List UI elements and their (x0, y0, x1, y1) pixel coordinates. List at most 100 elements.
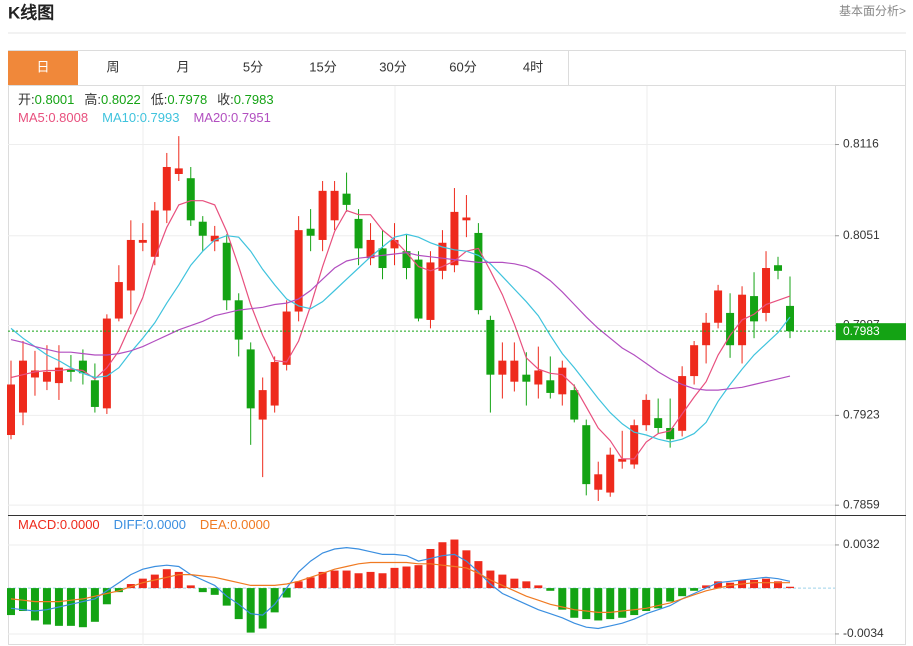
ohlc-value: 0.8001 (35, 92, 75, 107)
tab-label[interactable]: 周 (106, 59, 119, 74)
macd-bar (258, 588, 267, 629)
candle-body (402, 251, 411, 269)
ohlc-label: 低: (151, 92, 168, 107)
macd-bar (750, 580, 759, 589)
candle-body (114, 282, 123, 319)
ma-line (10, 233, 791, 443)
tab[interactable] (428, 51, 498, 85)
candle-body (546, 380, 555, 393)
candle-body (282, 311, 291, 365)
tab[interactable] (358, 51, 428, 85)
tab-label[interactable]: 15分 (309, 59, 336, 74)
tab-label[interactable]: 月 (176, 59, 189, 74)
tab-label[interactable]: 日 (36, 59, 49, 74)
candle-body (690, 345, 699, 377)
macd-bar (414, 565, 423, 589)
candle-body (198, 221, 207, 236)
ohlc-value: 0.7978 (167, 92, 207, 107)
tab[interactable] (288, 51, 358, 85)
macd-bar (90, 588, 99, 622)
macd-bar (102, 588, 111, 605)
candle-body (342, 193, 351, 205)
macd-bar (774, 581, 783, 589)
macd-bar (30, 588, 39, 621)
macd-bar (306, 577, 315, 589)
candle-body (570, 390, 579, 420)
tab-label[interactable]: 4时 (523, 59, 543, 74)
macd-bar (522, 581, 531, 589)
candle-body (90, 380, 99, 407)
plot: 0.78590.79230.79870.80510.81160.7983开:0.… (7, 92, 906, 640)
macd-bar (546, 588, 555, 591)
ohlc-label: 开: (18, 92, 35, 107)
candle-body (222, 242, 231, 301)
candle-body (426, 262, 435, 320)
chart-frame (8, 50, 906, 645)
tab-label[interactable]: 5分 (243, 59, 263, 74)
legend-name: MA10: (102, 110, 140, 125)
tab-label[interactable]: 30分 (379, 59, 406, 74)
candle-body (474, 232, 483, 311)
macd-bar (786, 586, 794, 589)
macd-line (10, 561, 790, 613)
candle-body (654, 418, 663, 428)
macd-bar (366, 571, 375, 589)
tab-label[interactable]: 60分 (449, 59, 476, 74)
macd-bar (402, 566, 411, 589)
y-tick-label: 0.8116 (843, 137, 879, 151)
candle-body (498, 360, 507, 375)
tab[interactable] (218, 51, 288, 85)
macd-bar (450, 539, 459, 589)
macd-bar (594, 588, 603, 621)
ma-line (10, 200, 791, 460)
legend-value: 0.0000 (230, 517, 270, 532)
candle-body (390, 239, 399, 249)
candle-body (234, 300, 243, 340)
macd-bar (114, 588, 123, 593)
candle-body (486, 319, 495, 375)
tab[interactable] (148, 51, 218, 85)
legend-value: 0.7951 (231, 110, 271, 125)
legend-value: 0.7993 (140, 110, 180, 125)
tab[interactable] (498, 51, 568, 85)
tab[interactable] (78, 51, 148, 85)
macd-bar (378, 573, 387, 589)
macd-bar (174, 571, 183, 589)
candle-body (246, 349, 255, 409)
candle-body (618, 458, 627, 462)
macd-bar (714, 581, 723, 589)
candle-body (462, 217, 471, 221)
y-tick-label: 0.7923 (843, 408, 880, 422)
macd-bar (138, 578, 147, 589)
candle-body (522, 374, 531, 382)
y-tick-label: 0.7859 (843, 497, 880, 511)
candle-body (438, 242, 447, 271)
macd-bar (162, 569, 171, 589)
legend-name: MA5: (18, 110, 48, 125)
macd-bar (342, 570, 351, 589)
candle-body (558, 367, 567, 395)
candle-body (414, 259, 423, 319)
candle-body (258, 390, 267, 420)
macd-bar (390, 567, 399, 589)
macd-bar (474, 561, 483, 589)
candle-body (606, 454, 615, 493)
candle-body (306, 228, 315, 236)
macd-bar (318, 571, 327, 589)
candle-body (666, 427, 675, 440)
analysis-link[interactable]: 基本面分析> (839, 4, 906, 18)
candle-body (18, 360, 27, 413)
tab[interactable] (8, 51, 78, 85)
macd-bar (42, 588, 51, 625)
legend-name: DEA: (200, 517, 230, 532)
legend: MA5:0.8008 MA10:0.7993 MA20:0.7951 (18, 110, 271, 125)
ohlc-label: 收: (217, 92, 234, 107)
candle-body (774, 265, 783, 271)
macd-bar (666, 588, 675, 602)
macd-line (10, 546, 791, 630)
macd-bar (78, 588, 87, 628)
macd-bar (18, 588, 27, 612)
legend-value: 0.0000 (60, 517, 100, 532)
legend-value: 0.0000 (146, 517, 186, 532)
macd-bar (606, 588, 615, 620)
